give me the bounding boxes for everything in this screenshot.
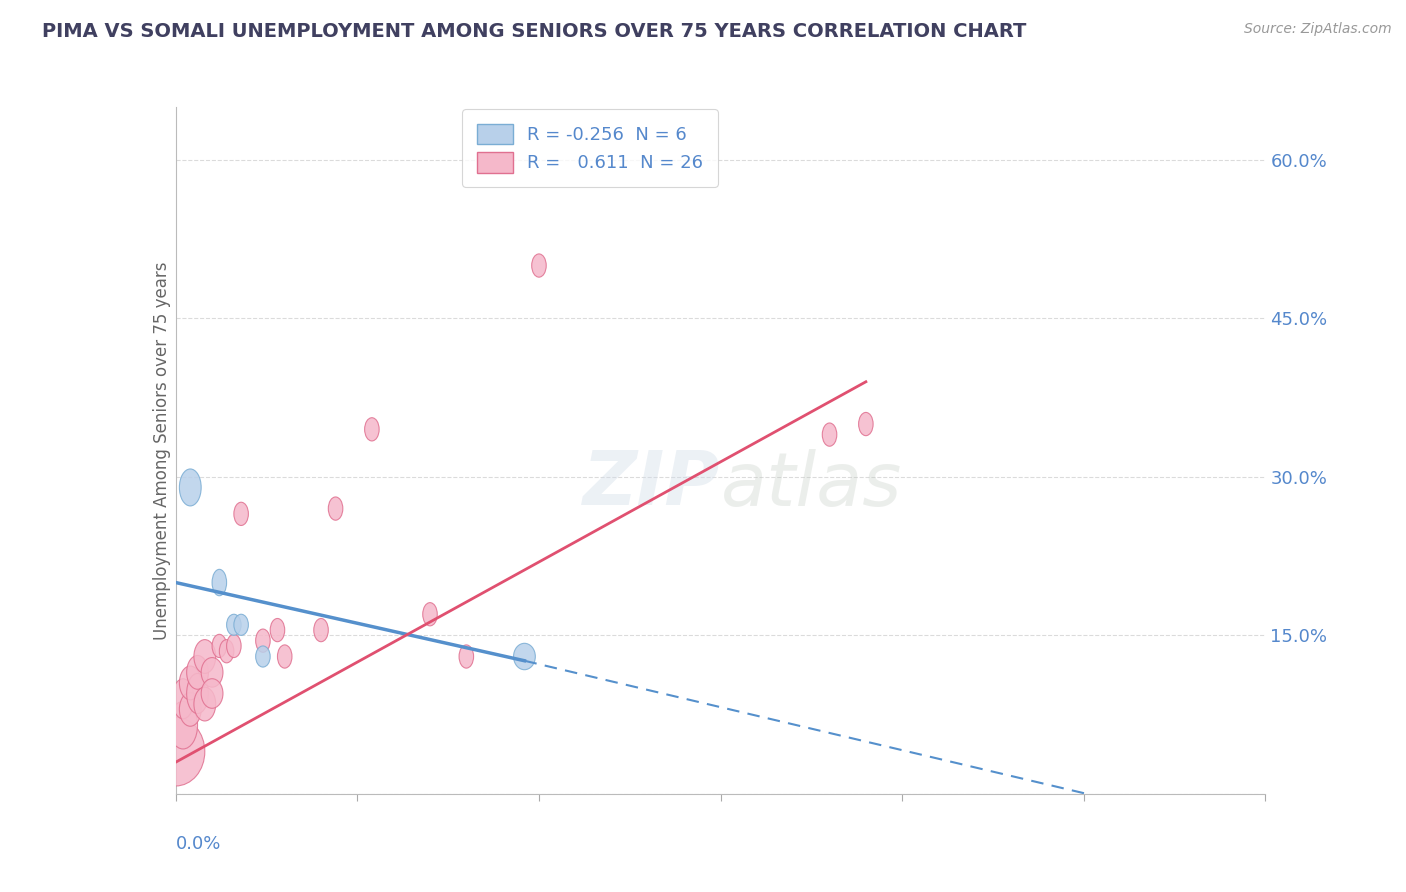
- Ellipse shape: [270, 618, 285, 641]
- Ellipse shape: [859, 412, 873, 435]
- Ellipse shape: [329, 497, 343, 520]
- Ellipse shape: [423, 603, 437, 626]
- Ellipse shape: [180, 692, 201, 726]
- Legend: R = -0.256  N = 6, R =   0.611  N = 26: R = -0.256 N = 6, R = 0.611 N = 26: [463, 109, 717, 187]
- Ellipse shape: [187, 673, 208, 714]
- Ellipse shape: [823, 423, 837, 446]
- Ellipse shape: [226, 634, 242, 657]
- Ellipse shape: [513, 643, 536, 670]
- Ellipse shape: [212, 569, 226, 596]
- Ellipse shape: [172, 679, 194, 719]
- Ellipse shape: [201, 657, 224, 687]
- Ellipse shape: [212, 634, 226, 657]
- Ellipse shape: [146, 717, 205, 786]
- Ellipse shape: [277, 645, 292, 668]
- Ellipse shape: [180, 469, 201, 506]
- Ellipse shape: [256, 629, 270, 652]
- Ellipse shape: [226, 615, 242, 635]
- Ellipse shape: [169, 701, 197, 749]
- Text: PIMA VS SOMALI UNEMPLOYMENT AMONG SENIORS OVER 75 YEARS CORRELATION CHART: PIMA VS SOMALI UNEMPLOYMENT AMONG SENIOR…: [42, 22, 1026, 41]
- Text: Source: ZipAtlas.com: Source: ZipAtlas.com: [1244, 22, 1392, 37]
- Ellipse shape: [314, 618, 329, 641]
- Ellipse shape: [187, 656, 208, 690]
- Text: atlas: atlas: [721, 449, 903, 521]
- Ellipse shape: [531, 254, 546, 277]
- Ellipse shape: [364, 417, 380, 441]
- Y-axis label: Unemployment Among Seniors over 75 years: Unemployment Among Seniors over 75 years: [153, 261, 172, 640]
- Ellipse shape: [219, 640, 233, 663]
- Ellipse shape: [458, 645, 474, 668]
- Ellipse shape: [194, 640, 215, 673]
- Ellipse shape: [233, 615, 249, 635]
- Ellipse shape: [180, 666, 201, 700]
- Text: ZIP: ZIP: [583, 449, 721, 521]
- Text: 0.0%: 0.0%: [176, 835, 221, 853]
- Ellipse shape: [233, 502, 249, 525]
- Ellipse shape: [256, 646, 270, 667]
- Ellipse shape: [194, 687, 215, 721]
- Ellipse shape: [201, 679, 224, 708]
